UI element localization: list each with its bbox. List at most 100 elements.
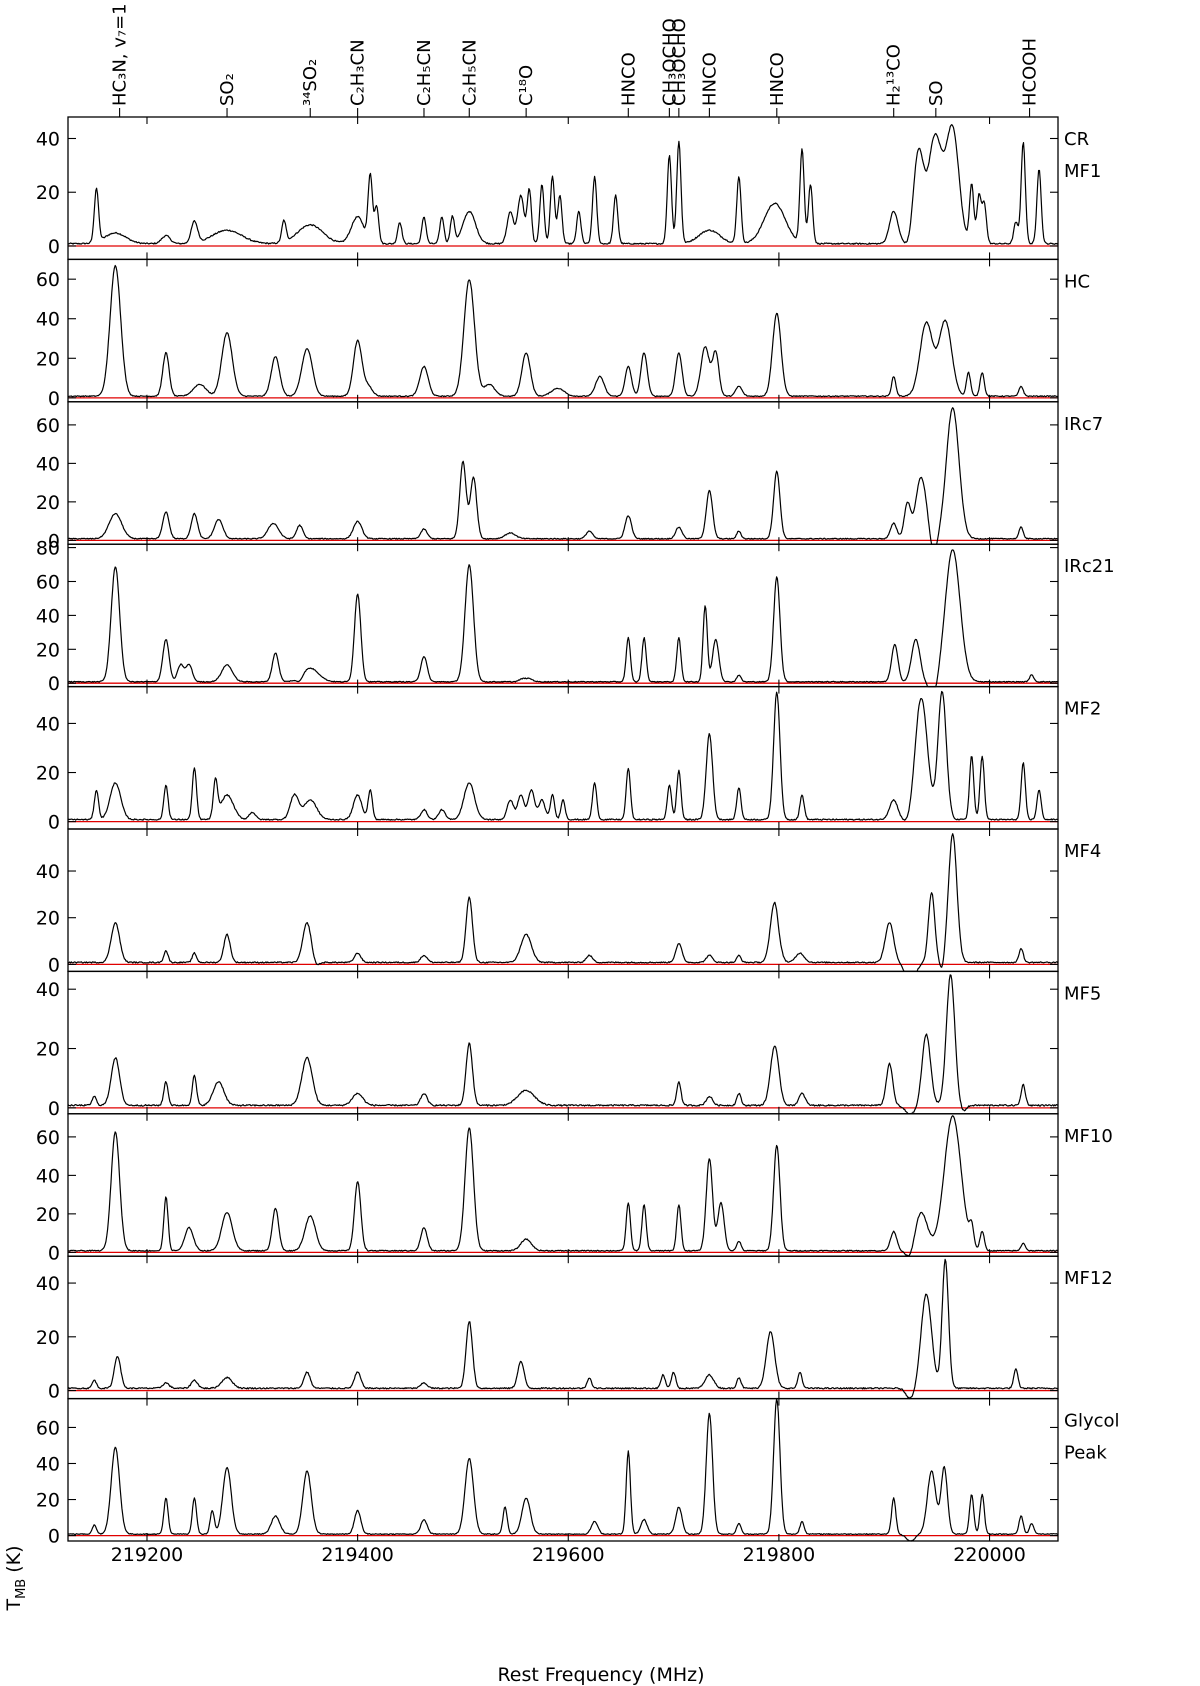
panel-hc: 0 20 40 60 HC (36, 258, 1090, 410)
y-tick-label-1-3: 60 (36, 269, 60, 291)
panel-frame-0 (67, 116, 1059, 261)
panel-name-6: MF5 (1064, 983, 1101, 1004)
y-tick-label-4-2: 40 (36, 713, 60, 735)
y-tick-label-1-0: 0 (48, 388, 60, 410)
y-tick-label-2-3: 60 (36, 415, 60, 437)
panel-cr: 0 20 40 CR MF1 (36, 116, 1101, 261)
panel-name-7: MF10 (1064, 1126, 1113, 1147)
y-tick-label-2-2: 40 (36, 453, 60, 475)
panel-irc7: 0 20 40 60 IRc7 (36, 401, 1103, 552)
line-label-8: CH₃OCHO (659, 18, 680, 106)
y-tick-label-9-3: 60 (36, 1417, 60, 1439)
panel-frame-8 (67, 1255, 1059, 1400)
line-label-9: CH₃OCHO (669, 18, 690, 106)
line-label-11: HNCO (767, 52, 788, 106)
panel-frame-1 (67, 258, 1059, 403)
x-tick-label-1: 219400 (321, 1544, 394, 1566)
y-tick-label-5-1: 20 (36, 908, 60, 930)
line-label-3: C₂H₃CN (348, 39, 369, 106)
y-tick-label-9-1: 20 (36, 1490, 60, 1512)
spectrum-6 (67, 974, 1059, 1115)
y-tick-label-7-3: 60 (36, 1127, 60, 1149)
panel-frame-9 (67, 1397, 1059, 1542)
y-axis-label: TMB (K) (3, 1545, 29, 1611)
spectrum-9 (67, 1398, 1059, 1542)
y-tick-label-7-0: 0 (48, 1242, 60, 1264)
panel-mf4: 0 20 40 MF4 (36, 828, 1101, 976)
line-label-14: HCOOH (1020, 38, 1041, 106)
panel-mf2: 0 20 40 MF2 (36, 685, 1101, 834)
spectrum-8 (67, 1258, 1059, 1400)
line-label-7: HNCO (618, 52, 639, 106)
y-tick-label-8-0: 0 (48, 1381, 60, 1403)
panel-glycol: 0 20 40 60 Glycol Peak (36, 1397, 1120, 1548)
y-axis-label-subscript: MB (14, 1579, 29, 1599)
panel-name2-0: MF1 (1064, 161, 1101, 182)
y-tick-label-8-2: 40 (36, 1273, 60, 1295)
y-tick-label-8-1: 20 (36, 1327, 60, 1349)
y-tick-label-3-4: 80 (36, 538, 60, 560)
y-tick-label-4-0: 0 (48, 812, 60, 834)
spectrum-5 (67, 833, 1059, 972)
spectrum-0 (67, 124, 1059, 245)
line-label-6: C¹⁸O (516, 65, 537, 106)
panel-mf12: 0 20 40 MF12 (36, 1255, 1113, 1403)
y-tick-label-2-1: 20 (36, 492, 60, 514)
y-tick-label-9-2: 40 (36, 1453, 60, 1475)
panel-name-3: IRc21 (1064, 556, 1115, 577)
y-tick-label-2-0: 0 (48, 530, 60, 552)
line-label-10: HNCO (699, 52, 720, 106)
spectrum-1 (67, 264, 1058, 398)
line-label-13: SO (926, 80, 947, 106)
spectrum-2 (67, 407, 1059, 545)
y-tick-label-1-1: 20 (36, 348, 60, 370)
line-label-5: C₂H₅CN (459, 39, 480, 106)
y-tick-label-5-2: 40 (36, 861, 60, 883)
spectrum-4 (67, 690, 1059, 821)
x-tick-label-0: 219200 (111, 1544, 184, 1566)
spectrum-3 (67, 549, 1059, 688)
panel-name2-9: Peak (1064, 1443, 1107, 1464)
x-axis-label: Rest Frequency (MHz) (497, 1664, 704, 1686)
y-tick-label-4-1: 20 (36, 763, 60, 785)
y-tick-label-5-0: 0 (48, 954, 60, 976)
y-tick-label-9-0: 0 (48, 1526, 60, 1548)
panel-name-4: MF2 (1064, 699, 1101, 720)
line-label-2: ³⁴SO₂ (300, 59, 321, 106)
y-tick-label-3-2: 40 (36, 605, 60, 627)
y-tick-label-7-1: 20 (36, 1204, 60, 1226)
y-tick-label-7-2: 40 (36, 1165, 60, 1187)
line-label-4: C₂H₅CN (414, 39, 435, 106)
panel-frame-7 (67, 1113, 1059, 1257)
panel-frame-6 (67, 970, 1059, 1115)
panel-name-0: CR (1064, 129, 1089, 150)
y-tick-label-3-3: 60 (36, 571, 60, 593)
y-tick-label-3-1: 20 (36, 639, 60, 661)
panel-name-2: IRc7 (1064, 414, 1103, 435)
panel-irc21: 0 20 40 60 80 IRc21 (36, 538, 1115, 696)
y-axis-label-unit: (K) (3, 1545, 25, 1578)
panel-frame-5 (67, 828, 1059, 973)
y-tick-label-6-1: 20 (36, 1039, 60, 1061)
line-label-0: HC₃N, v₇=1 (110, 3, 131, 106)
panel-name-8: MF12 (1064, 1268, 1113, 1289)
y-tick-label-3-0: 0 (48, 673, 60, 695)
molecular-line-labels: HC₃N, v₇=1 SO₂ ³⁴SO₂ C₂H₃CN C₂H₅CN C₂H₅CN C¹⁸O… (110, 3, 1041, 117)
x-tick-label-2: 219600 (532, 1544, 605, 1566)
spectrum-7 (68, 1115, 1059, 1257)
y-tick-label-0-0: 0 (48, 236, 60, 258)
panel-name-5: MF4 (1064, 841, 1101, 862)
y-tick-label-0-1: 20 (36, 182, 60, 204)
y-tick-label-0-2: 40 (36, 128, 60, 150)
x-tick-label-3: 219800 (743, 1544, 816, 1566)
y-tick-label-1-2: 40 (36, 309, 60, 331)
x-tick-label-4: 220000 (953, 1544, 1026, 1566)
line-label-12: H₂¹³CO (884, 44, 905, 106)
line-label-1: SO₂ (217, 73, 238, 106)
panel-name-9: Glycol (1064, 1411, 1120, 1432)
y-tick-label-6-2: 40 (36, 979, 60, 1001)
panel-mf10: 0 20 40 60 MF10 (36, 1113, 1113, 1264)
y-tick-label-6-0: 0 (48, 1098, 60, 1120)
